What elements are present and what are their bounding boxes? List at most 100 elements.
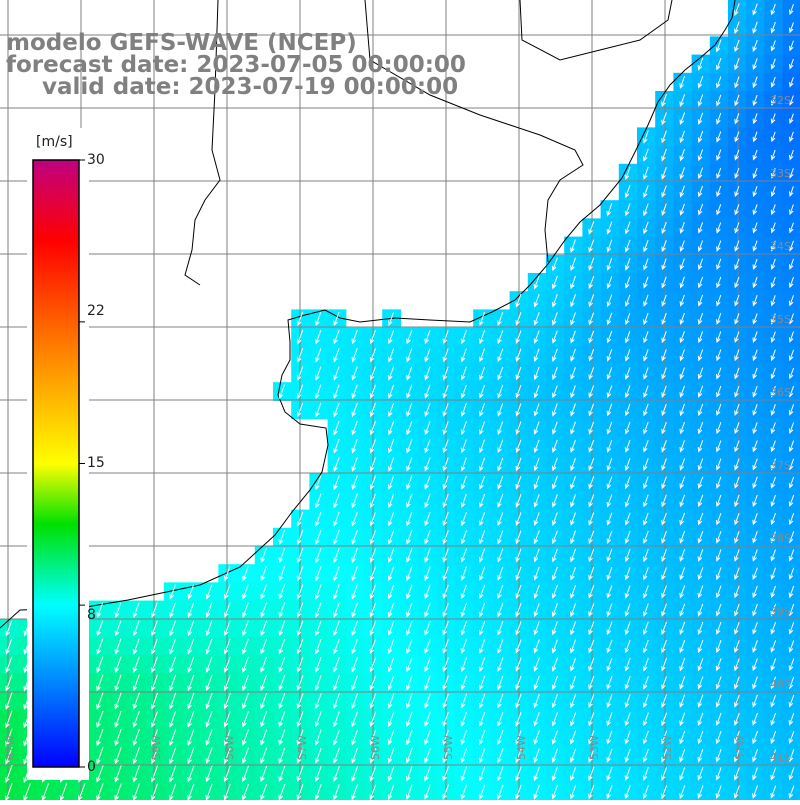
wind-arrow bbox=[296, 566, 304, 582]
wind-arrow bbox=[242, 693, 249, 710]
wind-arrow bbox=[551, 766, 558, 782]
wind-arrow bbox=[789, 131, 794, 143]
wind-arrow bbox=[734, 440, 740, 453]
wind-arrow bbox=[205, 602, 213, 618]
wind-arrow bbox=[588, 566, 595, 581]
forecast-date: forecast date: 2023-07-05 00:00:00 bbox=[6, 52, 466, 78]
wind-arrow bbox=[369, 475, 376, 491]
wind-arrow bbox=[770, 694, 777, 708]
wind-arrow bbox=[406, 693, 413, 709]
wind-arrow bbox=[661, 221, 667, 235]
wind-arrow bbox=[679, 730, 686, 745]
longitude-label: 56W bbox=[369, 735, 382, 760]
wind-arrow bbox=[752, 21, 758, 34]
wind-arrow bbox=[624, 694, 631, 709]
wind-arrow bbox=[369, 548, 377, 563]
wind-arrow bbox=[788, 622, 795, 635]
wind-arrow bbox=[442, 657, 449, 673]
wind-arrow bbox=[734, 3, 740, 16]
wind-arrow bbox=[624, 166, 631, 181]
wind-arrow bbox=[369, 693, 377, 709]
wind-arrow bbox=[296, 366, 304, 381]
wind-arrow bbox=[388, 421, 395, 436]
wind-arrow bbox=[661, 676, 667, 690]
wind-arrow bbox=[716, 112, 722, 125]
wind-arrow bbox=[716, 185, 722, 198]
wind-arrow bbox=[460, 584, 467, 600]
wind-arrow bbox=[442, 548, 449, 563]
wind-arrow bbox=[661, 785, 668, 800]
wind-arrow bbox=[716, 240, 722, 252]
wind-arrow bbox=[570, 585, 577, 599]
wind-arrow bbox=[479, 584, 486, 600]
wind-arrow bbox=[223, 711, 231, 728]
wind-arrow bbox=[351, 439, 358, 454]
wind-arrow bbox=[387, 711, 395, 728]
wind-arrow bbox=[661, 530, 667, 544]
wind-arrow bbox=[588, 421, 595, 435]
wind-arrow bbox=[770, 21, 776, 34]
wind-arrow bbox=[314, 711, 322, 728]
wind-arrow bbox=[715, 494, 722, 508]
wind-arrow bbox=[624, 330, 631, 344]
wind-arrow bbox=[515, 584, 522, 599]
wind-arrow bbox=[333, 602, 340, 618]
wind-arrow bbox=[333, 566, 340, 582]
wind-arrow bbox=[752, 131, 758, 143]
latitude-label: 39S bbox=[770, 605, 791, 618]
wind-arrow bbox=[187, 729, 195, 746]
wind-arrow bbox=[624, 421, 631, 435]
wind-arrow bbox=[551, 512, 558, 526]
wind-arrow bbox=[296, 711, 304, 728]
wind-arrow bbox=[752, 622, 758, 635]
wind-arrow bbox=[716, 204, 722, 216]
wind-arrow bbox=[606, 512, 613, 526]
wind-arrow bbox=[606, 494, 613, 508]
wind-arrow bbox=[551, 548, 558, 563]
wind-arrow bbox=[752, 730, 758, 745]
wind-arrow bbox=[661, 767, 668, 781]
wind-arrow bbox=[788, 676, 795, 690]
wind-arrow bbox=[716, 149, 722, 161]
wind-arrow bbox=[624, 748, 631, 763]
wind-arrow bbox=[697, 276, 704, 289]
wind-arrow bbox=[788, 658, 795, 672]
wind-arrow bbox=[661, 385, 667, 398]
wind-arrow bbox=[679, 530, 686, 544]
wind-arrow bbox=[278, 674, 286, 692]
wind-arrow bbox=[715, 694, 722, 708]
wind-arrow bbox=[697, 567, 704, 581]
wind-arrow bbox=[260, 674, 268, 691]
wind-arrow bbox=[205, 638, 213, 655]
wind-arrow bbox=[770, 440, 776, 453]
wind-arrow bbox=[515, 548, 522, 563]
wind-arrow bbox=[570, 603, 577, 618]
wind-arrow bbox=[716, 367, 722, 380]
wind-arrow bbox=[460, 403, 467, 417]
wind-arrow bbox=[442, 639, 449, 654]
wind-arrow bbox=[734, 567, 740, 581]
wind-arrow bbox=[643, 403, 649, 417]
wind-arrow bbox=[770, 3, 776, 16]
wind-arrow bbox=[424, 620, 431, 636]
wind-arrow bbox=[533, 366, 540, 381]
wind-arrow bbox=[770, 785, 777, 799]
border-line bbox=[364, 0, 584, 263]
wind-arrow bbox=[223, 692, 231, 710]
wind-arrow bbox=[478, 602, 486, 618]
wind-arrow bbox=[734, 58, 740, 71]
coastline bbox=[0, 0, 736, 629]
wind-arrow bbox=[624, 367, 631, 380]
wind-arrow bbox=[551, 275, 558, 290]
wind-arrow bbox=[570, 548, 577, 563]
wind-arrow bbox=[679, 694, 686, 708]
wind-arrow bbox=[661, 658, 667, 672]
wind-arrow bbox=[442, 348, 449, 363]
wind-arrow bbox=[551, 476, 558, 490]
wind-arrow bbox=[497, 439, 504, 454]
wind-arrow bbox=[697, 313, 704, 325]
wind-arrow bbox=[187, 656, 195, 673]
wind-arrow bbox=[333, 384, 340, 399]
wind-arrow bbox=[789, 222, 794, 234]
wind-arrow bbox=[715, 658, 722, 672]
